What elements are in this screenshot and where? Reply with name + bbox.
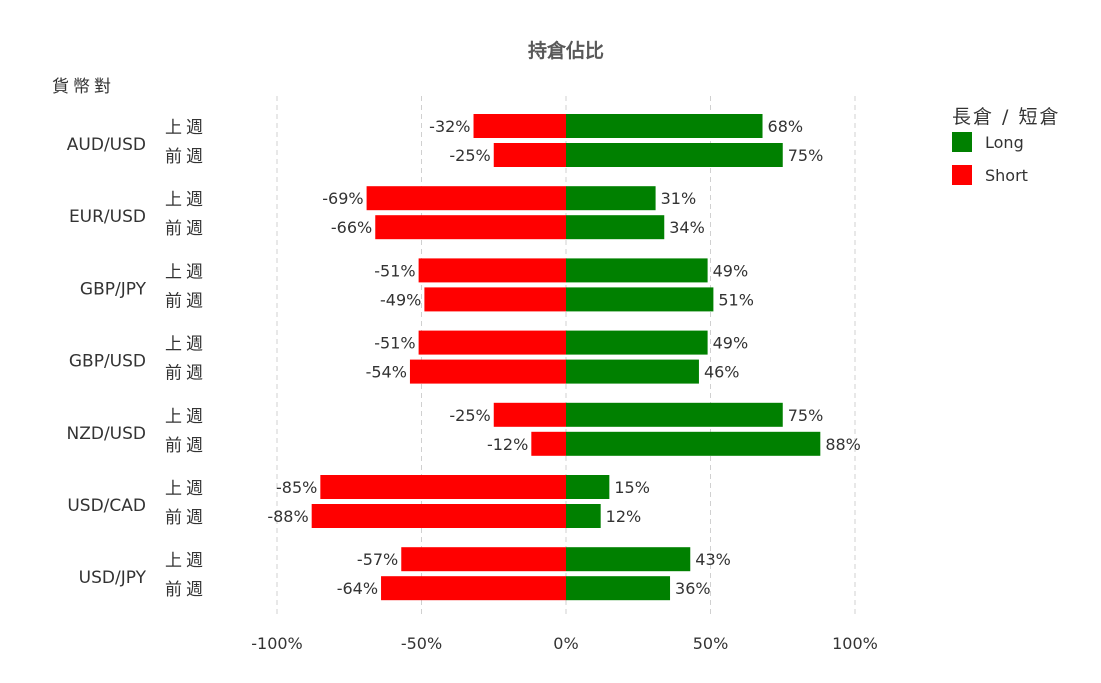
category-label: NZD/USD — [66, 424, 146, 444]
long-bar[interactable] — [566, 114, 763, 138]
short-bar[interactable] — [493, 143, 566, 167]
labels: AUD/USD 上週 68% -32% 前週 75% -25% EUR/USD 上週 31% -69… — [66, 117, 860, 600]
week-label: 上週 — [165, 262, 207, 282]
long-bar[interactable] — [566, 576, 671, 601]
long-bar[interactable] — [566, 547, 691, 572]
short-bar[interactable] — [381, 576, 566, 601]
category-label: EUR/USD — [69, 207, 146, 227]
long-value-label: 31% — [661, 189, 697, 208]
category-label: USD/JPY — [79, 568, 147, 588]
long-bar[interactable] — [566, 431, 821, 456]
short-bar[interactable] — [473, 114, 566, 138]
short-bar[interactable] — [418, 258, 566, 283]
short-bar[interactable] — [493, 402, 566, 427]
short-value-label: -54% — [366, 363, 407, 382]
x-tick-label: 100% — [832, 634, 878, 653]
long-value-label: 49% — [713, 261, 749, 280]
x-tick-label: 50% — [693, 634, 729, 653]
legend-label[interactable]: Long — [985, 133, 1024, 152]
long-bar[interactable] — [566, 186, 656, 211]
category-label: AUD/USD — [67, 135, 146, 155]
week-label: 上週 — [165, 479, 207, 499]
legend-title: 長倉 / 短倉 — [952, 106, 1060, 128]
long-bar[interactable] — [566, 504, 601, 528]
short-value-label: -25% — [449, 146, 490, 165]
short-value-label: -66% — [331, 218, 372, 237]
long-value-label: 12% — [606, 507, 642, 526]
short-bar[interactable] — [311, 504, 566, 528]
week-label: 前週 — [165, 436, 207, 456]
long-value-label: 75% — [788, 406, 824, 425]
short-value-label: -85% — [276, 478, 317, 497]
long-value-label: 34% — [669, 218, 705, 237]
category-label: USD/CAD — [67, 496, 146, 516]
short-bar[interactable] — [424, 287, 566, 312]
long-bar[interactable] — [566, 359, 699, 384]
week-label: 前週 — [165, 580, 207, 600]
long-value-label: 43% — [695, 550, 731, 569]
short-value-label: -51% — [374, 334, 415, 353]
long-value-label: 46% — [704, 363, 740, 382]
short-value-label: -32% — [429, 117, 470, 136]
category-label: GBP/JPY — [80, 279, 147, 299]
legend-swatch[interactable] — [952, 165, 972, 185]
long-value-label: 88% — [825, 435, 861, 454]
long-value-label: 68% — [768, 117, 804, 136]
week-label: 上週 — [165, 335, 207, 355]
short-bar[interactable] — [531, 431, 566, 456]
chart-title: 持倉佔比 — [528, 39, 604, 62]
long-value-label: 75% — [788, 146, 824, 165]
long-value-label: 49% — [713, 334, 749, 353]
bars — [311, 114, 821, 601]
short-value-label: -51% — [374, 261, 415, 280]
short-value-label: -25% — [449, 406, 490, 425]
y-axis-title: 貨幣對 — [52, 77, 115, 97]
legend-swatch[interactable] — [952, 132, 972, 152]
week-label: 上週 — [165, 551, 207, 571]
short-value-label: -69% — [322, 189, 363, 208]
long-bar[interactable] — [566, 258, 708, 283]
short-value-label: -12% — [487, 435, 528, 454]
x-tick-label: 0% — [553, 634, 578, 653]
long-bar[interactable] — [566, 475, 610, 499]
legend-label[interactable]: Short — [985, 166, 1028, 185]
long-bar[interactable] — [566, 215, 665, 240]
category-label: GBP/USD — [69, 352, 146, 372]
week-label: 上週 — [165, 190, 207, 210]
short-bar[interactable] — [366, 186, 566, 211]
x-tick-label: -100% — [251, 634, 303, 653]
legend[interactable]: 長倉 / 短倉 Long Short — [952, 106, 1060, 185]
grid — [276, 96, 856, 618]
short-value-label: -64% — [337, 579, 378, 598]
short-bar[interactable] — [418, 330, 566, 355]
short-bar[interactable] — [401, 547, 566, 572]
short-value-label: -57% — [357, 550, 398, 569]
short-value-label: -88% — [267, 507, 308, 526]
week-label: 前週 — [165, 219, 207, 239]
short-bar[interactable] — [320, 475, 566, 499]
short-bar[interactable] — [409, 359, 566, 384]
short-value-label: -49% — [380, 290, 421, 309]
week-label: 前週 — [165, 291, 207, 311]
week-label: 前週 — [165, 508, 207, 528]
week-label: 前週 — [165, 147, 207, 167]
week-label: 前週 — [165, 364, 207, 384]
x-tick-label: -50% — [401, 634, 442, 653]
x-axis: -100% -50% 0% 50% 100% — [251, 634, 878, 653]
long-value-label: 51% — [718, 290, 754, 309]
long-bar[interactable] — [566, 330, 708, 355]
short-bar[interactable] — [375, 215, 566, 240]
week-label: 上週 — [165, 118, 207, 138]
long-bar[interactable] — [566, 402, 783, 427]
long-value-label: 36% — [675, 579, 711, 598]
week-label: 上週 — [165, 407, 207, 427]
long-bar[interactable] — [566, 143, 783, 167]
long-bar[interactable] — [566, 287, 714, 312]
long-value-label: 15% — [614, 478, 650, 497]
